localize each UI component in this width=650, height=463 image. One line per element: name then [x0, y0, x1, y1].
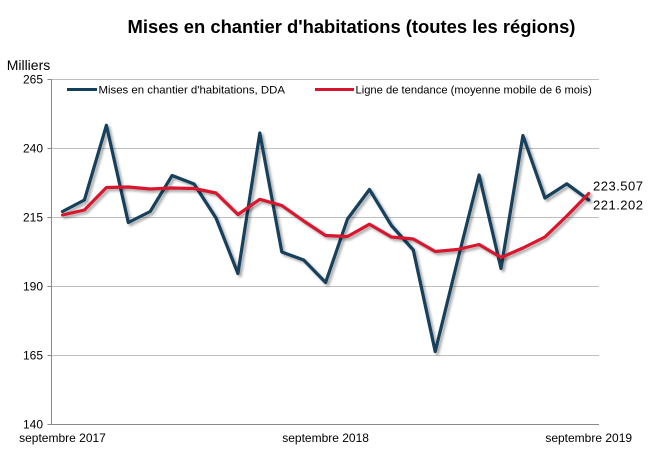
svg-text:190: 190: [23, 280, 43, 294]
svg-text:221.202: 221.202: [593, 198, 644, 213]
svg-text:223.507: 223.507: [593, 178, 644, 193]
svg-text:140: 140: [23, 418, 43, 432]
svg-text:165: 165: [23, 349, 43, 363]
svg-text:Mises en chantier d'habitation: Mises en chantier d'habitations (toutes …: [128, 16, 576, 37]
svg-text:Milliers: Milliers: [7, 57, 51, 73]
svg-text:265: 265: [23, 73, 43, 87]
svg-text:septembre 2017: septembre 2017: [19, 431, 106, 445]
svg-text:Ligne de tendance (moyenne mob: Ligne de tendance (moyenne mobile de 6 m…: [356, 85, 593, 97]
svg-text:240: 240: [23, 142, 43, 156]
svg-text:septembre 2018: septembre 2018: [282, 431, 369, 445]
svg-text:Mises en chantier d'habitation: Mises en chantier d'habitations, DDA: [99, 85, 286, 97]
svg-text:215: 215: [23, 211, 43, 225]
svg-text:septembre 2019: septembre 2019: [545, 431, 632, 445]
